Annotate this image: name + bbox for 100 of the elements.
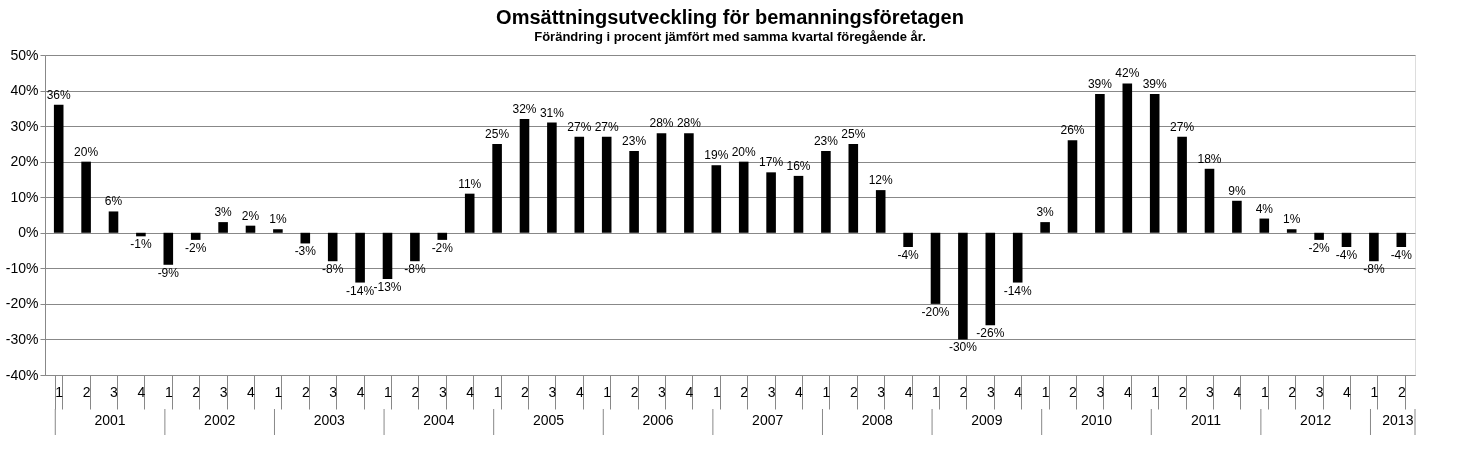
x-tick-label: 1 [164, 383, 173, 400]
bar [656, 133, 667, 233]
bar [81, 161, 91, 233]
bar [437, 232, 448, 240]
data-label: -13% [373, 280, 402, 294]
x-tick-label: 3 [986, 383, 995, 400]
data-label: 1% [269, 212, 287, 227]
x-tick-label: 3 [110, 383, 119, 400]
x-tick-label: 2 [1069, 383, 1078, 400]
bar [1232, 200, 1242, 233]
data-label: 19% [704, 148, 729, 163]
y-tick-label: 10% [10, 188, 39, 205]
text: 2005 [532, 412, 565, 428]
x-tick-label: 2 [1397, 383, 1406, 400]
y-tick-label: 30% [10, 117, 39, 134]
data-label: 32% [512, 102, 537, 116]
x-tick-label: 3 [767, 383, 776, 400]
y-tick-label: 20% [10, 153, 39, 170]
data-label: -9% [157, 265, 180, 280]
x-tick-label: 4 [247, 383, 256, 400]
y-tick-label: -20% [5, 295, 39, 312]
data-label: 18% [1197, 151, 1222, 166]
text: 2002 [204, 412, 236, 428]
bar [711, 165, 722, 233]
bar [53, 104, 64, 233]
bar [492, 143, 502, 233]
x-tick-label: 1 [1260, 383, 1269, 400]
data-label: 27% [1170, 119, 1195, 134]
data-label: 27% [594, 119, 620, 134]
x-tick-label: 4 [1123, 383, 1132, 400]
x-tick-label: 4 [1014, 383, 1023, 400]
x-tick-label: 2 [521, 383, 530, 400]
x-tick-label: 3 [1206, 383, 1215, 400]
bar [1314, 232, 1324, 240]
y-tick-label: -10% [5, 259, 39, 276]
x-tick-label: 4 [466, 383, 475, 400]
bar [930, 232, 941, 304]
bar [875, 190, 886, 233]
x-tick-label: 1 [55, 383, 64, 400]
data-label: 23% [813, 134, 839, 148]
bar [547, 122, 557, 233]
data-label: 28% [676, 116, 702, 131]
x-tick-label: 1 [1041, 383, 1050, 400]
bar [629, 151, 639, 233]
x-tick-label: 3 [548, 383, 557, 400]
x-tick-label: 2 [301, 383, 310, 400]
text: 2003 [313, 412, 346, 428]
bar [410, 232, 420, 262]
bar [1369, 232, 1379, 262]
data-label: 42% [1115, 66, 1140, 81]
data-label: -14% [1003, 283, 1033, 298]
bar [766, 172, 776, 233]
bar [903, 232, 913, 247]
bar [1396, 232, 1407, 247]
x-tick-label: 1 [493, 383, 502, 400]
bar [273, 229, 283, 233]
data-label: -30% [948, 340, 978, 355]
x-tick-label: 4 [575, 383, 584, 400]
x-tick-label: 3 [219, 383, 228, 400]
data-label: -26% [976, 326, 1005, 341]
y-tick-label: 40% [10, 82, 39, 99]
bar [985, 232, 996, 326]
data-label: -8% [322, 262, 344, 277]
x-tick-label: 1 [822, 383, 831, 400]
x-tick-label: 2 [630, 383, 639, 400]
x-tick-label: 3 [877, 383, 886, 400]
data-label: -3% [294, 244, 317, 259]
data-label: 6% [104, 194, 123, 209]
data-label: 27% [567, 119, 592, 134]
bar [163, 232, 174, 265]
x-tick-label: 3 [1315, 383, 1324, 400]
text: 2010 [1080, 412, 1113, 428]
bar [793, 175, 804, 233]
x-tick-label: 2 [740, 383, 749, 400]
bar [1177, 136, 1187, 233]
data-label: -4% [897, 248, 920, 262]
x-tick-label: 3 [1096, 383, 1105, 400]
bar [1341, 232, 1352, 247]
x-tick-label: 1 [274, 383, 283, 400]
x-tick-label: 4 [795, 383, 804, 400]
data-label: -8% [404, 262, 426, 277]
x-tick-label: 4 [685, 383, 694, 400]
bar [601, 136, 612, 233]
bar [1149, 94, 1160, 233]
text: 2012 [1300, 412, 1332, 428]
data-label: 1% [1283, 212, 1301, 227]
bar [1286, 229, 1297, 233]
data-label: 39% [1087, 77, 1113, 92]
bar [1040, 222, 1050, 233]
data-label: 23% [622, 134, 647, 148]
bar [848, 143, 859, 233]
data-label: 20% [74, 144, 99, 159]
text: 2011 [1191, 412, 1222, 428]
bar [1012, 232, 1023, 283]
data-label: 28% [649, 116, 674, 131]
bar [574, 136, 585, 233]
data-label: -4% [1390, 248, 1413, 262]
data-label: 11% [458, 176, 482, 191]
bar [738, 161, 749, 233]
data-label: 25% [841, 126, 866, 141]
